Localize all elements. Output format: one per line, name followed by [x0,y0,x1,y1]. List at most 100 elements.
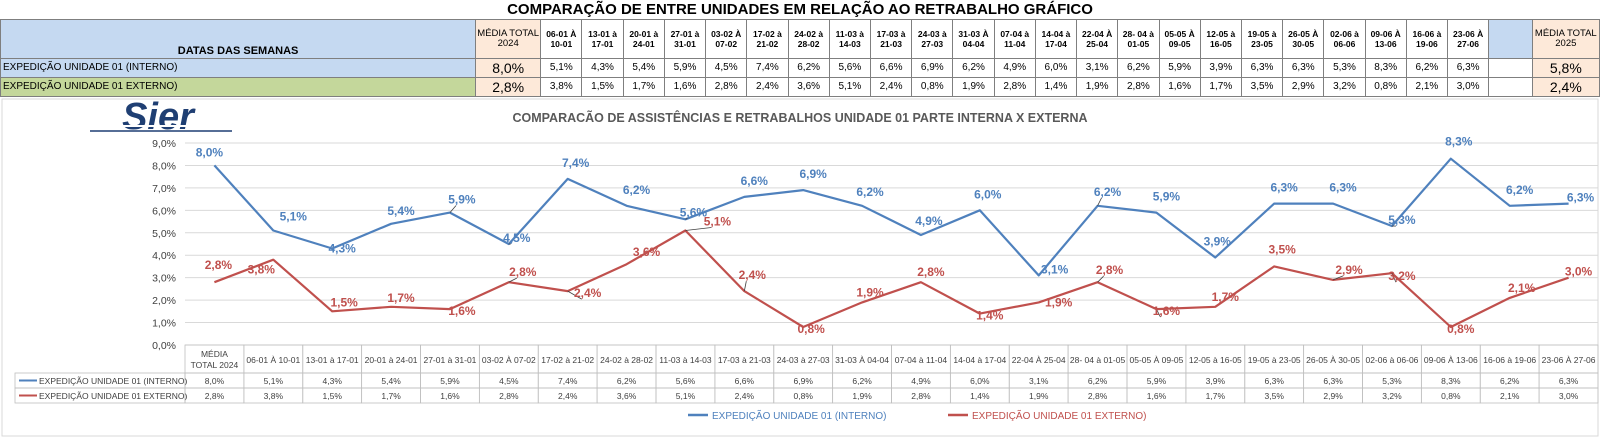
page-title: COMPARAÇÃO DE ENTRE UNIDADES EM RELAÇÃO … [507,1,1093,18]
row-value: 1,9% [952,77,995,97]
row-spacer [1488,77,1533,97]
row-media-2025: 5,8% [1531,58,1600,78]
header-week: 17-02 à 21-02 [746,19,789,59]
table-value: 0,8% [1441,391,1461,401]
data-label: 8,0% [196,145,224,159]
table-value: 3,8% [264,391,284,401]
chart-frame [1,98,1599,437]
row-value: 0,8% [1364,77,1407,97]
data-label: 5,1% [704,215,732,229]
row-value: 5,1% [828,77,871,97]
row-value: 1,6% [1158,77,1201,97]
data-label: 0,8% [798,322,826,336]
header-spacer [1488,19,1533,59]
data-label: 6,0% [974,187,1002,201]
table-value: 6,3% [1559,376,1579,386]
data-label-leader [743,281,747,292]
data-label: 6,3% [1329,181,1357,195]
data-label: 3,8% [248,263,276,277]
data-label: 3,2% [1388,269,1416,283]
row-value: 6,2% [952,58,995,78]
row-value: 6,2% [1405,58,1449,78]
x-tick-label: 28- 04 à 01-05 [1070,355,1126,365]
table-value: 0,8% [794,391,814,401]
data-label: 6,9% [800,167,828,181]
data-label-leader [685,217,688,220]
row-value: 4,3% [581,58,624,78]
table-value: 1,7% [381,391,401,401]
header-week: 20-01 à 24-01 [622,19,665,59]
header-week: 07-04 à 11-04 [993,19,1036,59]
y-tick-label: 9,0% [152,138,176,150]
row-value: 6,2% [1117,58,1160,78]
row-value: 2,9% [1282,77,1325,97]
data-label: 8,3% [1445,135,1473,149]
table-value: 5,3% [1382,376,1402,386]
data-label-leader [1097,197,1102,207]
table-value: 1,9% [1029,391,1049,401]
data-label: 6,2% [623,183,651,197]
y-tick-label: 3,0% [152,273,176,285]
table-value: 3,5% [1265,391,1285,401]
y-tick-label: 4,0% [152,250,176,262]
table-value: 7,4% [558,376,578,386]
row-value: 3,0% [1447,77,1490,97]
table-value: 1,7% [1206,391,1226,401]
x-tick-label: 27-01 à 31-01 [423,355,476,365]
row-media-2024: 2,8% [475,77,542,97]
row-value: 1,7% [1199,77,1242,97]
y-tick-label: 7,0% [152,183,176,195]
header-week: 26-05 À 30-05 [1282,19,1325,59]
data-label: 5,9% [448,193,476,207]
data-label: 2,8% [205,258,233,272]
table-series-name: EXPEDIÇÃO UNIDADE 01 EXTERNO) [39,391,187,401]
data-label: 6,2% [1094,185,1122,199]
table-value: 2,1% [1500,391,1520,401]
table-value: 4,9% [911,376,931,386]
row-value: 3,6% [787,77,830,97]
data-label-leader [1332,275,1344,281]
data-label: 1,7% [1212,290,1240,304]
row-value: 3,2% [1323,77,1366,97]
table-value: 6,6% [735,376,755,386]
row-value: 4,9% [993,58,1036,78]
header-week: 17-03 à 21-03 [869,19,913,59]
chart-area: Sier COMPARACÃO DE ASSISTÊNCIAS E RETRABA… [0,96,1600,438]
table-value: 6,9% [794,376,814,386]
x-tick-label: 06-01 À 10-01 [246,355,300,365]
data-label: 6,2% [1506,183,1534,197]
row-value: 7,4% [746,58,789,78]
row-value: 2,8% [705,77,748,97]
data-label-leader [449,205,457,213]
data-label: 5,6% [680,205,708,219]
row-value: 1,6% [663,77,707,97]
y-tick-label: 5,0% [152,228,176,240]
row-value: 1,7% [622,77,665,97]
table-value: 4,3% [323,376,343,386]
table-value: 6,2% [852,376,872,386]
data-label: 2,8% [509,265,537,279]
logo: Sier [122,98,196,138]
table-row: EXPEDIÇÃO UNIDADE 01 EXTERNO) 2,8% 3,8% 1,5… [0,77,1600,97]
chart-title: COMPARACÃO DE ASSISTÊNCIAS E RETRABALHOS… [512,110,1087,125]
header-week: 28- 04 à 01-05 [1117,19,1160,59]
row-value: 5,6% [828,58,871,78]
header-media-2024: MÉDIA TOTAL 2024 [475,19,542,59]
header-week: 22-04 À 25-04 [1076,19,1119,59]
header-week: 06-01 À 10-01 [540,19,583,59]
row-value: 6,3% [1447,58,1490,78]
table-value: 1,6% [1147,391,1167,401]
table-value: 6,0% [970,376,990,386]
row-value: 6,3% [1240,58,1284,78]
header-week: 23-06 À 27-06 [1447,19,1490,59]
row-value: 1,4% [1034,77,1078,97]
row-value: 3,1% [1076,58,1119,78]
data-label: 5,4% [387,204,415,218]
data-label: 1,6% [1153,304,1181,318]
x-tick-label: 23-06 À 27-06 [1542,355,1596,365]
data-label: 5,9% [1153,190,1181,204]
data-label: 3,5% [1269,242,1297,256]
y-tick-label: 2,0% [152,295,176,307]
data-label: 6,3% [1567,191,1595,205]
row-value: 2,1% [1405,77,1449,97]
